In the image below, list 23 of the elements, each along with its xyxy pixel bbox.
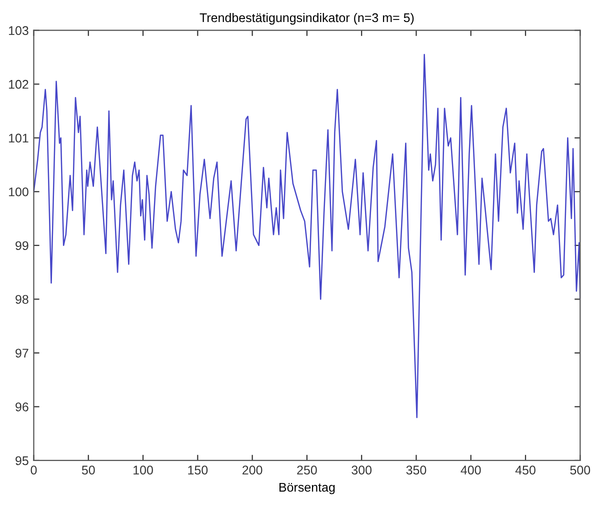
chart-title: Trendbestätigungsindikator (n=3 m= 5) [200,12,414,25]
y-tick-label: 102 [8,80,28,89]
y-tick-label: 97 [16,348,28,358]
x-axis-title: Börsentag [279,482,335,494]
x-tick-label: 250 [297,466,317,475]
y-tick-label: 95 [16,456,28,466]
x-tick-label: 300 [352,466,372,475]
y-tick-label: 98 [16,294,28,304]
y-tick-label: 96 [16,402,28,412]
y-tick-label: 99 [16,241,28,250]
x-tick-label: 100 [134,466,153,475]
x-tick-label: 450 [515,466,536,475]
x-tick-label: 150 [188,466,208,475]
x-tick-label: 0 [30,466,37,475]
y-tick-label: 103 [8,26,28,36]
y-tick-label: 101 [8,134,28,143]
x-tick-label: 50 [82,466,95,475]
x-tick-label: 350 [406,466,426,475]
x-tick-label: 200 [242,466,262,475]
line-series [34,54,580,418]
x-tick-label: 500 [570,466,590,475]
y-tick-label: 100 [8,187,28,196]
x-tick-label: 400 [460,466,481,475]
